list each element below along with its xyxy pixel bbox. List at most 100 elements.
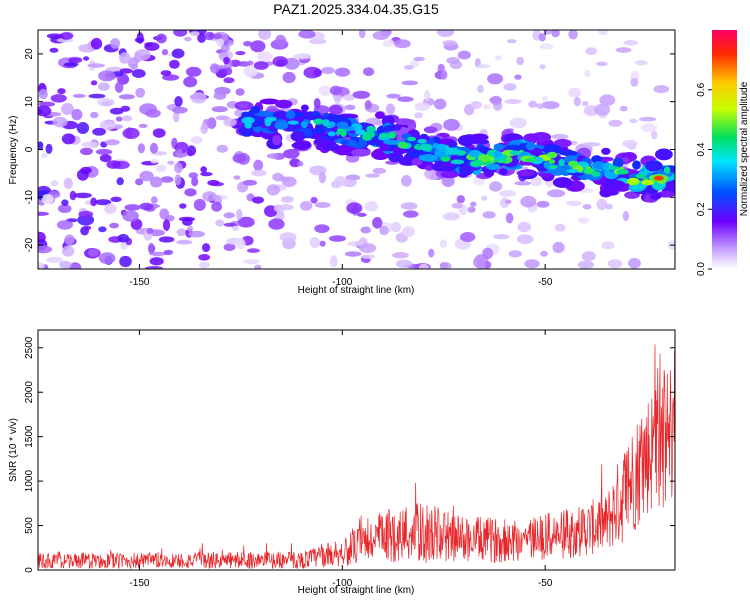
spectrogram-noise-blob <box>313 68 322 77</box>
spectrogram-noise-blob <box>71 108 83 121</box>
spectrogram-ridge-blob <box>300 121 308 128</box>
spectrogram-noise-blob <box>273 204 282 212</box>
spectrogram-ridge-blob <box>418 154 438 162</box>
spectrogram-noise-blob <box>365 173 380 178</box>
spectrogram-ridge-blob <box>440 170 459 179</box>
spectrogram-noise-blob <box>314 224 330 234</box>
y-tick-label: 1000 <box>24 470 35 493</box>
spectrogram-noise-blob <box>293 53 309 59</box>
spectrogram-noise-blob <box>298 30 316 39</box>
spectrogram-noise-blob <box>334 176 347 187</box>
spectrogram-ridge-blob <box>327 131 336 137</box>
spectrogram-ridge-blob <box>291 141 311 150</box>
spectrogram-noise-blob <box>76 122 90 134</box>
spectrogram-noise-blob <box>283 149 300 159</box>
spectrogram-noise-blob <box>223 118 237 127</box>
spectrogram-noise-blob <box>297 161 304 167</box>
spectrogram-noise-blob <box>424 89 431 102</box>
spectrogram-noise-blob <box>88 93 106 99</box>
spectrogram-noise-blob <box>582 142 601 147</box>
spectrogram-noise-blob <box>460 232 476 242</box>
spectrogram-noise-blob <box>99 120 117 131</box>
spectrogram-noise-blob <box>94 199 112 206</box>
spectrogram-noise-blob <box>235 51 246 56</box>
spectrogram-ridge-blob <box>558 150 578 156</box>
spectrogram-ridge-blob <box>523 133 540 143</box>
spectrogram-noise-blob <box>223 212 235 219</box>
spectrogram-ridge-blob <box>388 151 404 163</box>
spectrogram-noise-blob <box>98 82 110 91</box>
spectrogram-noise-blob <box>188 172 199 179</box>
spectrogram-noise-blob <box>122 210 139 222</box>
spectrogram-noise-blob <box>182 218 193 226</box>
spectrogram-ridge-blob <box>383 139 403 145</box>
spectrogram-noise-blob <box>539 64 546 70</box>
spectrogram-ridge-blob <box>548 159 556 164</box>
spectrogram-noise-blob <box>483 103 491 110</box>
spectrogram-noise-blob <box>193 198 206 211</box>
spectrogram-noise-blob <box>372 31 390 40</box>
spectrogram-noise-blob <box>352 90 371 99</box>
x-tick-label: -150 <box>129 578 149 589</box>
spectrogram-noise-blob <box>470 201 477 207</box>
spectrogram-noise-blob <box>456 195 465 204</box>
spectrogram-ridge-blob <box>250 106 261 114</box>
spectrogram-ridge-blob <box>259 98 280 105</box>
spectrogram-blobs <box>38 30 675 269</box>
spectrogram-noise-blob <box>200 172 213 177</box>
spectrogram-ridge-blob <box>612 157 624 169</box>
spectrogram-noise-blob <box>114 81 124 93</box>
spectrogram-noise-blob <box>119 255 132 268</box>
spectrogram-noise-blob <box>160 176 174 183</box>
spectrogram-noise-blob <box>344 104 356 111</box>
spectrogram-noise-blob <box>358 243 377 254</box>
spectrogram-noise-blob <box>282 71 296 84</box>
spectrogram-noise-blob <box>69 190 77 201</box>
spectrogram-ridge-blob <box>450 159 465 165</box>
spectrogram-noise-blob <box>414 112 423 119</box>
spectrogram-noise-blob <box>174 174 182 186</box>
spectrogram-noise-blob <box>150 158 159 164</box>
spectrogram-noise-blob <box>237 216 255 228</box>
spectrogram-noise-blob <box>635 60 648 66</box>
spectrogram-noise-blob <box>538 33 546 42</box>
spectrogram-noise-blob <box>653 85 670 94</box>
spectrogram-noise-blob <box>209 63 220 74</box>
spectrogram-noise-blob <box>158 236 175 243</box>
spectrogram-noise-blob <box>622 210 630 222</box>
colorbar-ticks: 0.0 0.2 0.4 0.6 <box>696 82 712 276</box>
spectrogram-noise-blob <box>46 33 63 39</box>
spectrogram-noise-blob <box>38 88 48 100</box>
spectrogram-ridge-blob <box>470 160 484 167</box>
spectrogram-ridge-blob <box>241 116 255 125</box>
spectrogram-noise-blob <box>401 226 415 237</box>
spectrogram-noise-blob <box>49 47 59 53</box>
spectrogram-noise-blob <box>365 117 381 126</box>
spectrogram-noise-blob <box>314 202 331 208</box>
y-tick-label: 2500 <box>24 336 35 359</box>
spectrogram-noise-blob <box>410 59 420 68</box>
spectrogram-noise-blob <box>246 60 254 66</box>
colorbar-tick-label: 0.6 <box>696 82 707 96</box>
spectrogram-noise-blob <box>41 152 48 158</box>
spectrogram-noise-blob <box>216 38 224 47</box>
spectrogram-noise-blob <box>552 241 565 254</box>
spectrogram-noise-blob <box>104 139 120 146</box>
spectrogram-noise-blob <box>505 199 512 204</box>
spectrogram-noise-blob <box>418 263 429 269</box>
y-tick-label: 20 <box>24 48 35 60</box>
spectrogram-noise-blob <box>233 175 241 180</box>
spectrogram-noise-blob <box>186 75 195 88</box>
spectrogram-ridge-blob <box>549 164 558 170</box>
spectrogram-ridge-blob <box>448 140 458 148</box>
x-tick-label: -100 <box>332 277 352 288</box>
spectrogram-ridge-blob <box>244 121 252 129</box>
spectrogram-noise-blob <box>457 50 471 60</box>
spectrogram-noise-blob <box>149 251 167 256</box>
spectrogram-ridge-blob <box>300 104 309 112</box>
spectrogram-ridge-blob <box>558 158 565 167</box>
spectrogram-noise-blob <box>528 100 538 108</box>
spectrogram-noise-blob <box>582 204 592 210</box>
spectrogram-noise-blob <box>109 222 119 229</box>
spectrogram-ridge-blob <box>328 104 343 115</box>
